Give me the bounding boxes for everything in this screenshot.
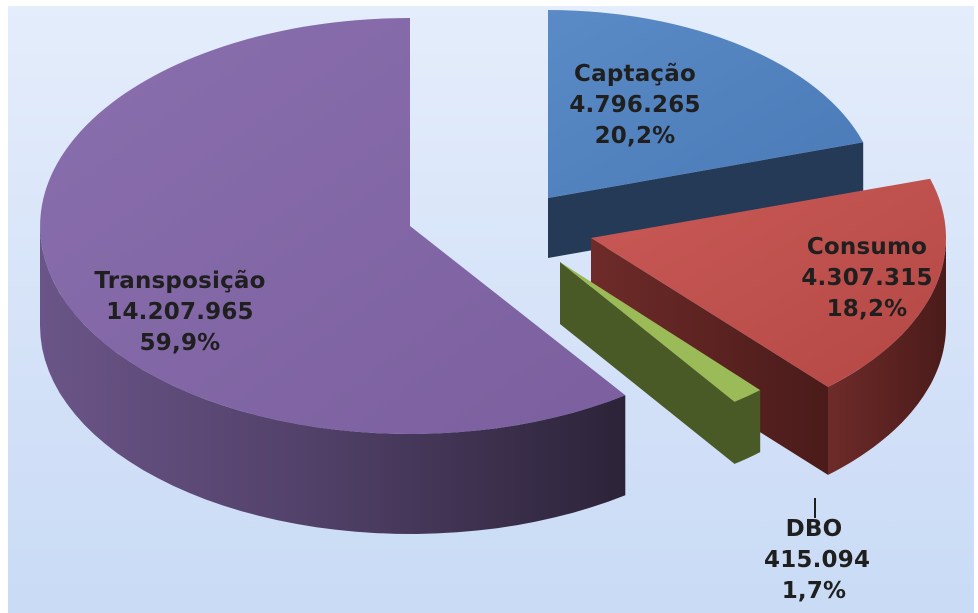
label-dbo-value: 415.094: [764, 547, 871, 573]
slice-captacao: [548, 9, 864, 258]
slice-dbo-side: [734, 390, 761, 464]
slice-consumo-side: [828, 238, 946, 475]
label-transposicao-value: 14.207.965: [106, 299, 254, 325]
slice-transposicao: [40, 18, 626, 534]
label-captacao-percent: 20,2%: [594, 123, 676, 149]
slice-dbo: [560, 262, 761, 464]
slice-consumo-wall: [591, 238, 828, 475]
slice-consumo: [591, 178, 947, 475]
label-consumo-name: Consumo: [806, 234, 928, 260]
label-dbo: DBO 415.094 1,7%: [764, 514, 871, 607]
label-captacao-name: Captação: [574, 61, 696, 87]
slice-dbo-top: [560, 262, 761, 402]
slice-consumo-top: [591, 178, 947, 387]
slice-captacao-top: [548, 9, 864, 198]
label-consumo-percent: 18,2%: [826, 296, 908, 322]
label-consumo: Consumo 4.307.315 18,2%: [792, 232, 942, 325]
label-transposicao-percent: 59,9%: [139, 330, 221, 356]
slice-transposicao-side: [40, 226, 626, 534]
slice-captacao-wall: [548, 142, 864, 258]
label-dbo-percent: 1,7%: [781, 578, 847, 604]
slice-dbo-wall: [560, 262, 735, 464]
label-transposicao-name: Transposição: [94, 268, 266, 294]
label-transposicao: Transposição 14.207.965 59,9%: [90, 266, 270, 359]
label-consumo-value: 4.307.315: [801, 265, 933, 291]
label-dbo-name: DBO: [785, 516, 843, 542]
slice-transposicao-top: [40, 18, 626, 434]
label-captacao-value: 4.796.265: [569, 92, 701, 118]
label-captacao: Captação 4.796.265 20,2%: [560, 59, 710, 152]
